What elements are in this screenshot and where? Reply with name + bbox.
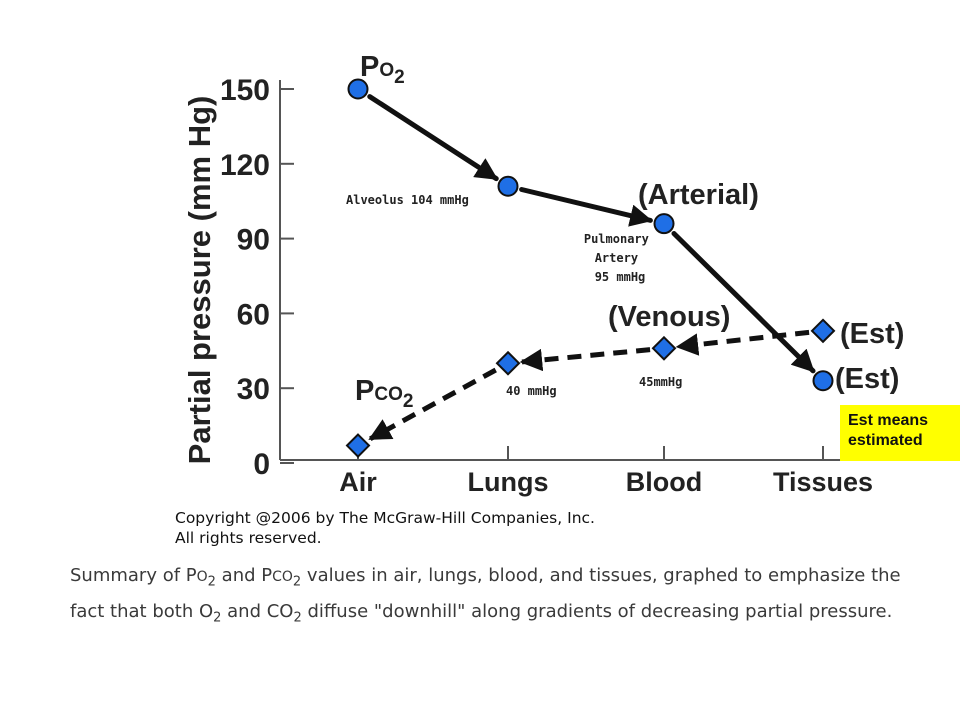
- y-tick-group: 150 120 90 60 30 0: [220, 74, 294, 481]
- lungs-co2-annotation: 40 mmHg: [506, 384, 557, 398]
- pco2-segment: [519, 347, 651, 372]
- alveolus-annotation: Alveolus 104 mmHg: [346, 193, 469, 207]
- po2-point: [653, 213, 675, 235]
- y-tick-label: 90: [237, 224, 270, 257]
- x-tick-label: Air: [339, 467, 377, 497]
- pulmonary-artery-annotation: Pulmonary Artery 95 mmHg: [584, 232, 656, 284]
- pco2-tissues-est-label: (Est): [840, 318, 904, 350]
- po2-segment: [367, 94, 499, 182]
- series-markers: [345, 78, 836, 458]
- po2-point: [347, 78, 369, 100]
- copyright-line-1: Copyright @2006 by The McGraw-Hill Compa…: [175, 509, 595, 527]
- pco2-point: [495, 350, 521, 376]
- y-tick-label: 150: [220, 74, 270, 107]
- pco2-point: [810, 318, 836, 344]
- arterial-label: (Arterial): [638, 179, 759, 211]
- po2-point: [497, 175, 519, 197]
- y-tick-label: 0: [253, 448, 270, 481]
- x-tick-label: Blood: [626, 467, 702, 497]
- partial-pressure-chart: Partial pressure (mm Hg) 150 120 90 60 30 0 A…: [182, 51, 904, 497]
- blood-co2-annotation: 45mmHg: [639, 375, 682, 389]
- copyright-line-2: All rights reserved.: [175, 529, 322, 547]
- po2-point: [812, 370, 834, 392]
- po2-tissues-est-label: (Est): [835, 363, 899, 395]
- x-tick-label: Tissues: [773, 467, 873, 497]
- copyright-notice: Copyright @2006 by The McGraw-Hill Compa…: [175, 508, 595, 548]
- y-tick-label: 60: [237, 298, 270, 331]
- figure-caption: Summary of PO2 and PCO2 values in air, l…: [70, 565, 901, 626]
- y-tick-label: 120: [220, 149, 270, 182]
- y-tick-label: 30: [237, 373, 270, 406]
- po2-segment: [519, 187, 653, 227]
- po2-segment: [671, 230, 816, 374]
- pco2-segment: [368, 367, 497, 442]
- series-lines: [367, 94, 816, 442]
- po2-series-label: PO2: [360, 51, 405, 88]
- est-means-estimated-note: Est means estimated: [840, 405, 960, 461]
- x-tick-group: Air Lungs Blood Tissues: [339, 446, 873, 497]
- y-axis-label: Partial pressure (mm Hg): [182, 96, 217, 465]
- pco2-point: [651, 335, 677, 361]
- pco2-point: [345, 433, 371, 458]
- venous-label: (Venous): [608, 301, 730, 333]
- pco2-series-label: PCO2: [355, 375, 413, 412]
- x-tick-label: Lungs: [468, 467, 549, 497]
